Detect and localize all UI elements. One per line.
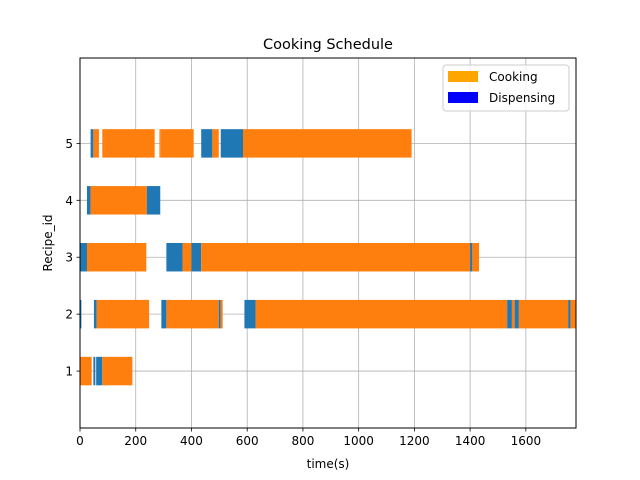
- bar-recipe-3-cooking: [472, 243, 480, 272]
- bar-recipe-1-dispensing: [93, 356, 96, 386]
- legend: Cooking Dispensing: [442, 64, 570, 112]
- x-axis-ticks: 0 200 400 600 800 1000 1200 1400 1600: [76, 428, 541, 448]
- bar-recipe-5-cooking: [160, 129, 194, 158]
- bar-recipe-1-dispensing: [96, 356, 103, 386]
- x-tick-label: 400: [180, 434, 203, 448]
- x-tick-label: 1600: [511, 434, 542, 448]
- y-axis-label: Recipe_id: [41, 214, 55, 271]
- x-tick-label: 0: [76, 434, 84, 448]
- bar-recipe-5-cooking: [243, 129, 412, 158]
- bar-recipe-2-dispensing: [244, 299, 256, 329]
- y-tick-label: 5: [65, 137, 73, 151]
- legend-label: Cooking: [489, 70, 538, 84]
- x-tick-label: 1000: [343, 434, 374, 448]
- x-tick-label: 600: [236, 434, 259, 448]
- bar-recipe-1-cooking: [102, 356, 133, 386]
- bar-recipe-2-cooking: [511, 299, 515, 329]
- bar-recipe-3-cooking: [86, 243, 147, 272]
- bar-recipe-2-cooking: [96, 299, 150, 329]
- legend-label: Dispensing: [489, 91, 555, 105]
- x-tick-label: 200: [124, 434, 147, 448]
- bar-recipe-5-cooking: [159, 129, 161, 158]
- bar-recipe-5-cooking: [93, 129, 99, 158]
- y-tick-label: 2: [65, 308, 73, 322]
- legend-swatch: [448, 71, 478, 82]
- bar-recipe-2-cooking: [255, 299, 508, 329]
- x-tick-label: 1200: [399, 434, 430, 448]
- y-tick-label: 1: [65, 365, 73, 379]
- bar-recipe-5-dispensing: [220, 129, 244, 158]
- bar-recipe-2-dispensing: [218, 299, 221, 329]
- bar-recipe-2-dispensing: [80, 299, 82, 329]
- bar-recipe-3-dispensing: [166, 243, 183, 272]
- bar-recipe-1-cooking: [80, 356, 92, 386]
- bar-recipe-3-cooking: [201, 243, 471, 272]
- x-tick-label: 1400: [455, 434, 486, 448]
- bar-recipe-5-dispensing: [201, 129, 213, 158]
- bar-recipe-2-dispensing: [161, 299, 167, 329]
- bar-recipe-2-dispensing: [93, 299, 97, 329]
- y-tick-label: 3: [65, 251, 73, 265]
- bar-recipe-4-cooking: [90, 186, 147, 215]
- plot-frame: [79, 57, 577, 429]
- bar-recipe-3-dispensing: [191, 243, 202, 272]
- bar-recipe-2-cooking: [220, 299, 223, 329]
- bar-recipe-4-dispensing: [146, 186, 161, 215]
- y-axis-ticks: 1 2 3 4 5: [65, 137, 80, 379]
- bar-recipe-2-cooking: [570, 299, 576, 329]
- bar-recipe-5-cooking: [104, 129, 155, 158]
- x-axis-label: time(s): [307, 457, 350, 471]
- bar-recipe-2-dispensing: [507, 299, 512, 329]
- bar-recipe-3-dispensing: [80, 243, 87, 272]
- chart-title: Cooking Schedule: [263, 37, 393, 53]
- x-tick-label: 800: [291, 434, 314, 448]
- legend-swatch: [448, 92, 478, 103]
- bar-recipe-5-cooking: [212, 129, 219, 158]
- bar-recipe-2-dispensing: [514, 299, 519, 329]
- bar-recipe-2-cooking: [518, 299, 569, 329]
- bar-recipe-2-cooking: [166, 299, 219, 329]
- bar-recipe-3-dispensing: [470, 243, 473, 272]
- bar-recipe-5-cooking: [102, 129, 105, 158]
- y-tick-label: 4: [65, 194, 73, 208]
- bar-recipe-3-cooking: [182, 243, 192, 272]
- bar-recipe-2-dispensing: [568, 299, 571, 329]
- bars: [80, 129, 576, 386]
- bar-recipe-5-dispensing: [90, 129, 94, 158]
- bar-recipe-4-dispensing: [86, 186, 91, 215]
